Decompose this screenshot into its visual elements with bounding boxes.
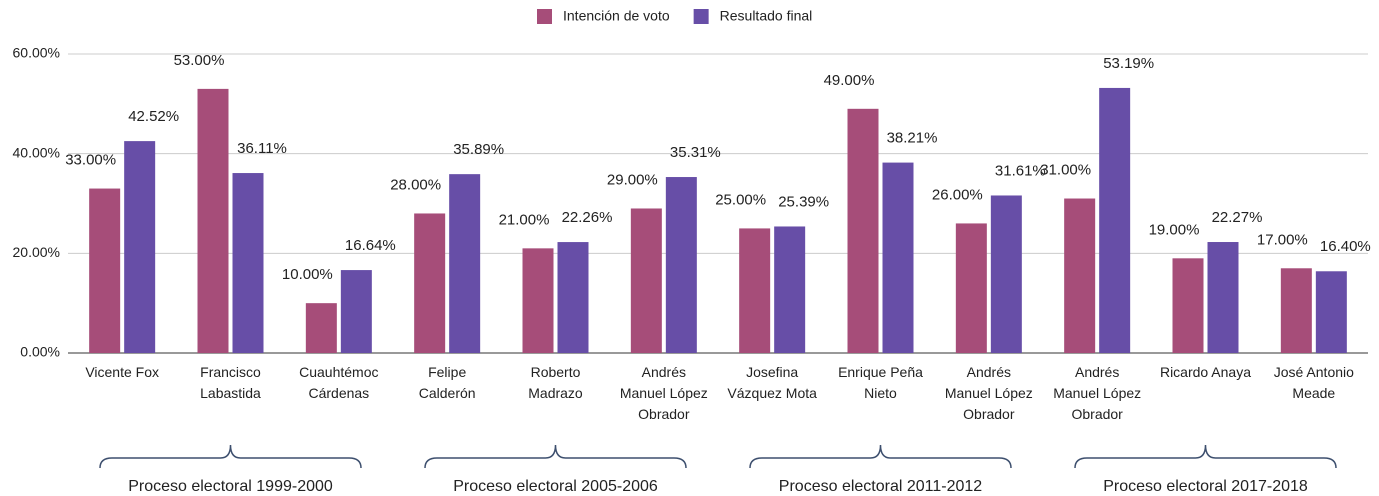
bar xyxy=(1207,242,1239,353)
x-tick-label: Roberto Madrazo xyxy=(528,364,583,401)
bar xyxy=(414,213,446,353)
x-tick-label: Cuauhtémoc Cárdenas xyxy=(299,364,379,401)
bar xyxy=(449,174,481,353)
value-label: 21.00% xyxy=(499,211,550,228)
value-label: 16.64% xyxy=(345,237,396,254)
value-label: 22.27% xyxy=(1212,209,1263,226)
group-label: Proceso electoral 2005-2006 xyxy=(453,478,658,495)
bar xyxy=(847,108,879,353)
x-tick-label: José Antonio Meade xyxy=(1273,364,1354,401)
value-label: 22.26% xyxy=(562,209,613,226)
legend-label: Resultado final xyxy=(720,8,813,24)
value-label: 53.00% xyxy=(174,52,225,69)
group-brace xyxy=(1074,444,1337,469)
bar xyxy=(1064,198,1096,353)
group-brace xyxy=(749,444,1012,469)
bar xyxy=(340,270,372,353)
y-tick-label: 40.00% xyxy=(13,144,60,160)
x-tick-label: Andrés Manuel López Obrador xyxy=(1053,364,1142,422)
y-tick-label: 0.00% xyxy=(20,344,60,360)
bar xyxy=(882,162,914,353)
bar xyxy=(630,208,662,353)
x-tick-label: Vicente Fox xyxy=(85,364,159,380)
bar xyxy=(990,195,1022,353)
group-label: Proceso electoral 2011-2012 xyxy=(779,478,982,495)
value-label: 28.00% xyxy=(390,176,441,193)
value-label: 17.00% xyxy=(1257,231,1308,248)
value-label: 25.00% xyxy=(715,191,766,208)
value-label: 19.00% xyxy=(1149,221,1200,238)
bar xyxy=(1099,87,1131,354)
bar xyxy=(1315,271,1347,353)
value-label: 33.00% xyxy=(65,152,116,169)
value-label: 36.11% xyxy=(237,140,287,157)
value-label: 38.21% xyxy=(887,130,938,147)
bar xyxy=(739,228,771,353)
value-label: 25.39% xyxy=(778,193,829,210)
x-tick-label: Andrés Manuel López Obrador xyxy=(944,364,1033,422)
legend-swatch xyxy=(693,9,709,24)
x-tick-label: Felipe Calderón xyxy=(418,364,476,401)
value-label: 26.00% xyxy=(932,186,983,203)
bar xyxy=(197,88,229,353)
value-label: 35.89% xyxy=(453,141,504,158)
x-tick-label: Andrés Manuel López Obrador xyxy=(619,364,708,422)
x-tick-label: Ricardo Anaya xyxy=(1159,364,1252,380)
legend-swatch xyxy=(537,9,552,24)
bar xyxy=(305,303,337,353)
value-label: 31.61% xyxy=(995,162,1046,179)
value-label: 35.31% xyxy=(670,144,721,161)
value-label: 49.00% xyxy=(824,72,875,89)
group-label: Proceso electoral 1999-2000 xyxy=(128,478,333,495)
bar xyxy=(522,248,554,353)
bar xyxy=(557,242,589,353)
x-tick-label: Enrique Peña Nieto xyxy=(838,364,923,401)
value-label: 16.40% xyxy=(1320,238,1371,255)
group-brace xyxy=(99,444,362,469)
value-label: 29.00% xyxy=(607,171,658,188)
bar xyxy=(1280,268,1312,353)
bar xyxy=(774,226,806,353)
y-tick-label: 20.00% xyxy=(13,244,60,260)
bar xyxy=(1172,258,1204,353)
value-label: 31.00% xyxy=(1040,161,1091,178)
value-label: 53.19% xyxy=(1103,55,1154,72)
bar xyxy=(124,141,156,353)
value-label: 42.52% xyxy=(128,108,179,125)
bar xyxy=(955,223,987,353)
group-brace xyxy=(424,444,687,469)
bar xyxy=(665,177,697,353)
bar xyxy=(232,173,264,353)
x-tick-label: Josefina Vázquez Mota xyxy=(727,364,817,401)
bar xyxy=(89,188,121,353)
y-tick-label: 60.00% xyxy=(13,45,60,61)
legend-label: Intención de voto xyxy=(563,8,670,24)
value-label: 10.00% xyxy=(282,266,333,283)
group-label: Proceso electoral 2017-2018 xyxy=(1103,478,1308,495)
x-tick-label: Francisco Labastida xyxy=(200,364,261,401)
